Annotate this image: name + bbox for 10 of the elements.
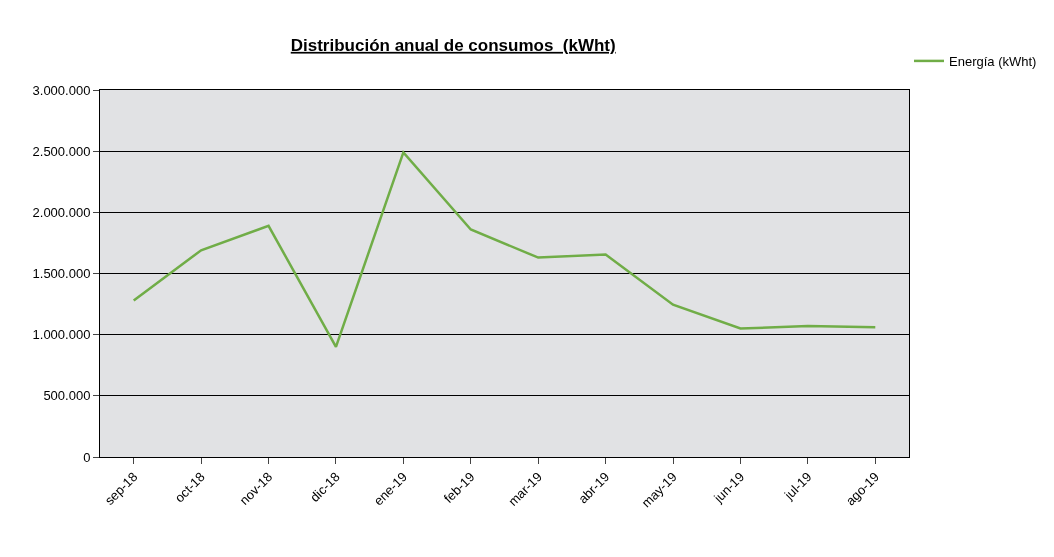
y-tick-label: 1.000.000 [32, 327, 91, 343]
y-tick-label: 0 [83, 449, 91, 465]
line-series [132, 151, 877, 349]
y-tick-label: 2.500.000 [32, 143, 91, 159]
y-tick-label: 1.500.000 [32, 266, 91, 282]
y-tick-label: 3.000.000 [32, 82, 91, 98]
y-tick-label: 2.000.000 [32, 204, 91, 220]
chart-title: Distribución anual de consumos (kWht) [290, 35, 616, 55]
y-tick-label: 500.000 [43, 388, 91, 404]
legend-label: Energía (kWht) [949, 53, 1037, 69]
